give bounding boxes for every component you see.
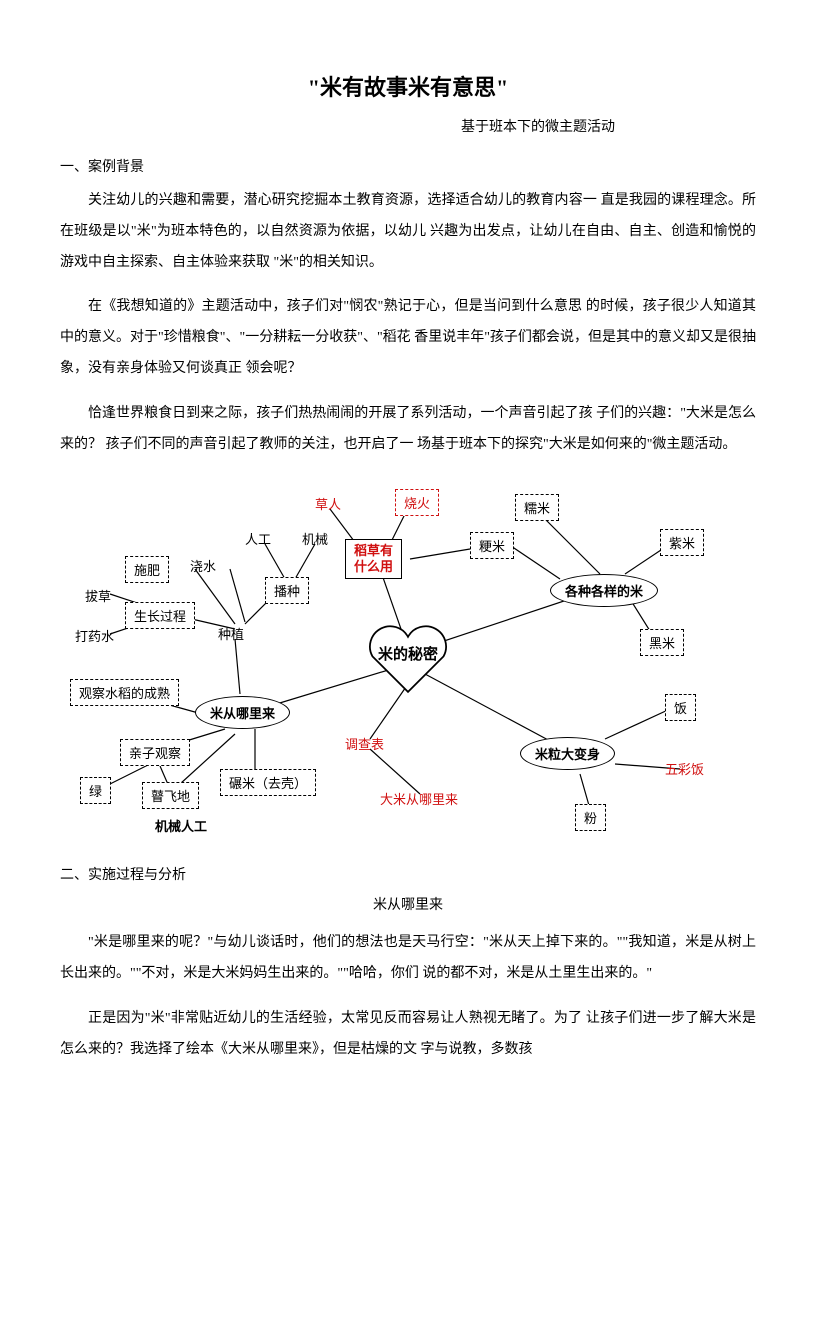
leaf-zhongzhi: 种植 bbox=[218, 624, 244, 643]
page-subtitle: 基于班本下的微主题活动 bbox=[60, 116, 756, 136]
leaf-wucaifan: 五彩饭 bbox=[665, 759, 704, 778]
paragraph-4: "米是哪里来的呢？"与幼儿谈话时，他们的想法也是天马行空："米从天上掉下来的。"… bbox=[60, 928, 756, 990]
paragraph-3: 恰逢世界粮食日到来之际，孩子们热热闹闹的开展了系列活动，一个声音引起了孩 子们的… bbox=[60, 399, 756, 461]
leaf-fan: 饭 bbox=[665, 694, 696, 721]
leaf-growth: 生长过程 bbox=[125, 602, 195, 629]
leaf-feidi: 瞽飞地 bbox=[142, 782, 199, 809]
page-title: "米有故事米有意思" bbox=[60, 70, 756, 102]
leaf-jixie-rengong: 机械人工 bbox=[155, 816, 207, 835]
leaf-rengong: 人工 bbox=[245, 529, 271, 548]
paragraph-2: 在《我想知道的》主题活动中，孩子们对"悯农"熟记于心，但是当问到什么意思 的时候… bbox=[60, 292, 756, 384]
paragraph-5: 正是因为"米"非常贴近幼儿的生活经验，太常见反而容易让人熟视无睹了。为了 让孩子… bbox=[60, 1004, 756, 1066]
leaf-caoren: 草人 bbox=[315, 494, 341, 513]
center-label: 米的秘密 bbox=[363, 643, 453, 664]
leaf-bozhong: 播种 bbox=[265, 577, 309, 604]
leaf-zimi: 紫米 bbox=[660, 529, 704, 556]
leaf-dami-from: 大米从哪里来 bbox=[380, 789, 458, 808]
leaf-shifei: 施肥 bbox=[125, 556, 169, 583]
mind-map-diagram: 米的秘密 稻草有 什么用 米从哪里来 各种各样的米 米粒大变身 草人 烧火 糯米… bbox=[60, 474, 756, 854]
section1-heading: 一、案例背景 bbox=[60, 156, 756, 176]
hub-straw: 稻草有 什么用 bbox=[345, 539, 402, 578]
leaf-jiaoshui: 浇水 bbox=[190, 556, 216, 575]
center-heart: 米的秘密 bbox=[363, 619, 453, 699]
hub-transform: 米粒大变身 bbox=[520, 737, 615, 770]
leaf-fen: 粉 bbox=[575, 804, 606, 831]
leaf-diaochabiao: 调查表 bbox=[345, 734, 384, 753]
leaf-jixie: 机械 bbox=[302, 529, 328, 548]
subheading: 米从哪里来 bbox=[60, 894, 756, 914]
leaf-bacao: 拔草 bbox=[85, 586, 111, 605]
leaf-gengmi: 粳米 bbox=[470, 532, 514, 559]
section2-heading: 二、实施过程与分析 bbox=[60, 864, 756, 884]
leaf-shaohuo: 烧火 bbox=[395, 489, 439, 516]
leaf-dayaoshui: 打药水 bbox=[75, 626, 114, 645]
leaf-lv: 绿 bbox=[80, 777, 111, 804]
hub-variety: 各种各样的米 bbox=[550, 574, 658, 607]
leaf-nianmi: 碾米（去壳） bbox=[220, 769, 316, 796]
leaf-observe-rice: 观察水稻的成熟 bbox=[70, 679, 179, 706]
leaf-heimi: 黑米 bbox=[640, 629, 684, 656]
hub-where: 米从哪里来 bbox=[195, 696, 290, 729]
paragraph-1: 关注幼儿的兴趣和需要，潜心研究挖掘本土教育资源，选择适合幼儿的教育内容一 直是我… bbox=[60, 186, 756, 278]
leaf-nuomi: 糯米 bbox=[515, 494, 559, 521]
leaf-qinzi: 亲子观察 bbox=[120, 739, 190, 766]
